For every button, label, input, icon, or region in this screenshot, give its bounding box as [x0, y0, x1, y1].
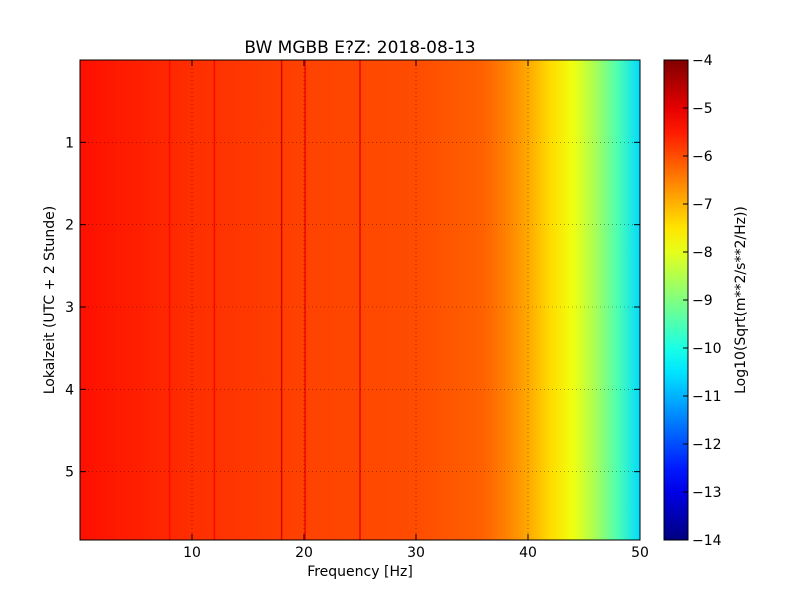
x-tick-label: 50	[631, 545, 649, 561]
colorbar-tick-label: −4	[692, 53, 713, 69]
colorbar-label: Log10(Sqrt(m**2/s**2/Hz))	[733, 206, 749, 394]
heatmap-area	[79, 59, 641, 541]
line-features	[168, 60, 361, 540]
x-tick-label: 20	[295, 545, 313, 561]
colorbar-tick-label: −7	[692, 197, 713, 213]
colorbar-tick-label: −14	[692, 533, 722, 549]
gridlines	[80, 60, 640, 540]
y-axis-label: Lokalzeit (UTC + 2 Stunde)	[42, 206, 58, 395]
plot-frame	[79, 59, 641, 541]
colorbar-tick-label: −12	[692, 437, 722, 453]
y-tick-label: 5	[65, 465, 74, 481]
y-tick-label: 4	[65, 382, 74, 398]
chart-title: BW MGBB E?Z: 2018-08-13	[244, 38, 475, 58]
y-axis-ticks: 1 2 3 4 5	[65, 135, 640, 481]
colorbar-tick-label: −13	[692, 485, 722, 501]
y-tick-label: 2	[65, 218, 74, 234]
colorbar-tick-label: −9	[692, 293, 713, 309]
colorbar-tick-label: −11	[692, 389, 722, 405]
colorbar-tick-label: −10	[692, 341, 722, 357]
x-tick-label: 30	[407, 545, 425, 561]
colorbar-ticks: −4 −5 −6 −7 −8 −9 −10 −11 −12 −13 −14	[683, 53, 722, 549]
y-tick-label: 1	[65, 135, 74, 151]
colorbar-tick-label: −6	[692, 149, 713, 165]
colorbar: −4 −5 −6 −7 −8 −9 −10 −11 −12 −13 −14 Log10(Sqrt(m…	[663, 53, 749, 549]
x-axis-label: Frequency [Hz]	[307, 564, 413, 580]
colorbar-tick-label: −8	[692, 245, 713, 261]
y-tick-label: 3	[65, 300, 74, 316]
colorbar-tick-label: −5	[692, 101, 713, 117]
x-axis-ticks: 10 20 30 40 50	[183, 60, 649, 561]
x-tick-label: 40	[519, 545, 537, 561]
x-tick-label: 10	[183, 545, 201, 561]
